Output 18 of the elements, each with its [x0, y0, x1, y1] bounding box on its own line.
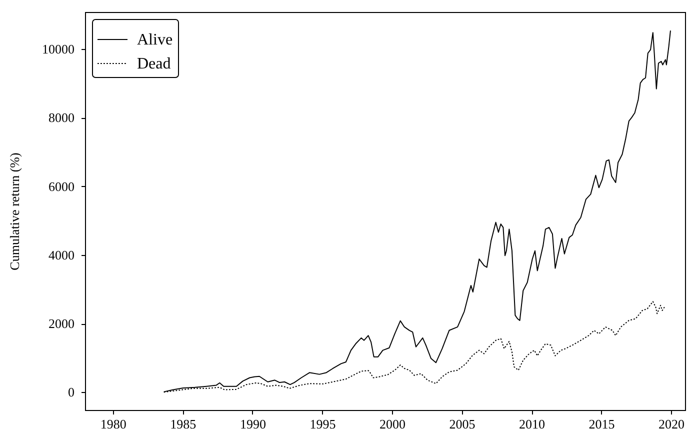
y-tick-label: 4000	[48, 247, 74, 262]
y-tick-label: 10000	[42, 42, 74, 57]
x-tick-label: 2010	[519, 416, 546, 432]
x-tick-label: 1995	[310, 416, 336, 432]
y-tick-label: 0	[68, 384, 74, 400]
y-axis-title: Cumulative return (%)	[7, 152, 22, 270]
x-tick-label: 2005	[449, 416, 476, 432]
y-tick-label: 2000	[48, 316, 74, 332]
y-tick-label: 6000	[48, 178, 74, 194]
legend-label: Alive	[137, 32, 173, 48]
x-tick-label: 1990	[240, 416, 266, 432]
y-tick-label: 8000	[48, 110, 74, 126]
x-tick-label: 1985	[170, 416, 196, 432]
x-tick-label: 1980	[100, 416, 126, 432]
x-tick-label: 2000	[379, 416, 406, 432]
x-tick-label: 2015	[588, 416, 615, 432]
legend-label: Dead	[137, 56, 171, 72]
x-tick-label: 2020	[658, 416, 685, 432]
